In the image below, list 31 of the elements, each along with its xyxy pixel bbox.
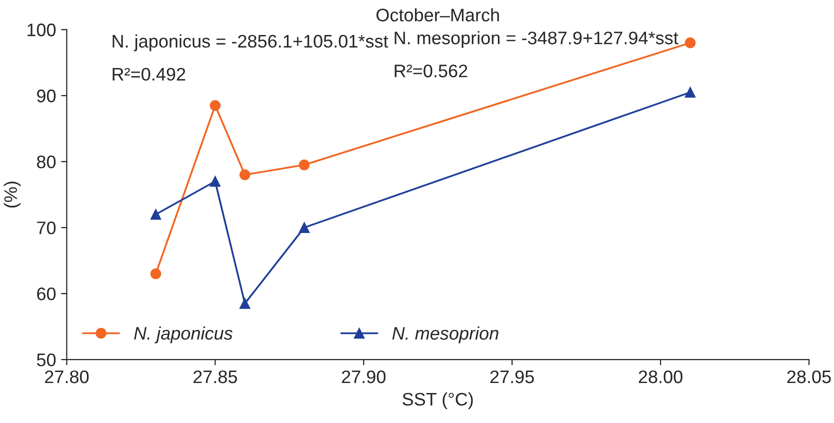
- y-tick-label: 70: [37, 222, 56, 234]
- x-tick-label: 27.90: [342, 370, 386, 384]
- y-tick-label: 50: [36, 353, 56, 366]
- y-tick-label: 80: [37, 156, 56, 168]
- x-tick-label: 28.05: [787, 370, 831, 384]
- annotation: R²=0.562: [394, 64, 468, 78]
- point: [150, 208, 162, 220]
- point: [210, 100, 221, 111]
- legend-label: N. mesoprion: [392, 326, 498, 344]
- y-axis-title: (%): [4, 182, 21, 208]
- x-axis-title: SST (°C): [402, 392, 473, 410]
- x-tick-label: 28.00: [638, 370, 682, 384]
- chart-title: October–March: [376, 8, 499, 22]
- y-tick-label: 100: [28, 24, 56, 36]
- y-tick-label: 90: [37, 90, 56, 102]
- x-tick-label: 27.80: [45, 370, 89, 384]
- point: [684, 37, 696, 48]
- y-tick-label: 60: [37, 287, 56, 300]
- point: [298, 160, 310, 170]
- point: [210, 176, 221, 187]
- point: [298, 222, 310, 233]
- annotation: N. mesoprion = -3487.9+127.94*sst: [394, 31, 678, 48]
- point: [684, 86, 696, 98]
- x-tick-label: 27.85: [193, 370, 238, 384]
- annotation: N. japonicus = -2856.1+105.01*sst: [112, 34, 388, 52]
- x-tick-label: 27.95: [490, 370, 534, 384]
- point: [239, 169, 250, 180]
- annotation: R²=0.492: [112, 68, 186, 81]
- point: [239, 298, 250, 309]
- legend-label: N. japonicus: [134, 326, 233, 344]
- point: [150, 268, 162, 280]
